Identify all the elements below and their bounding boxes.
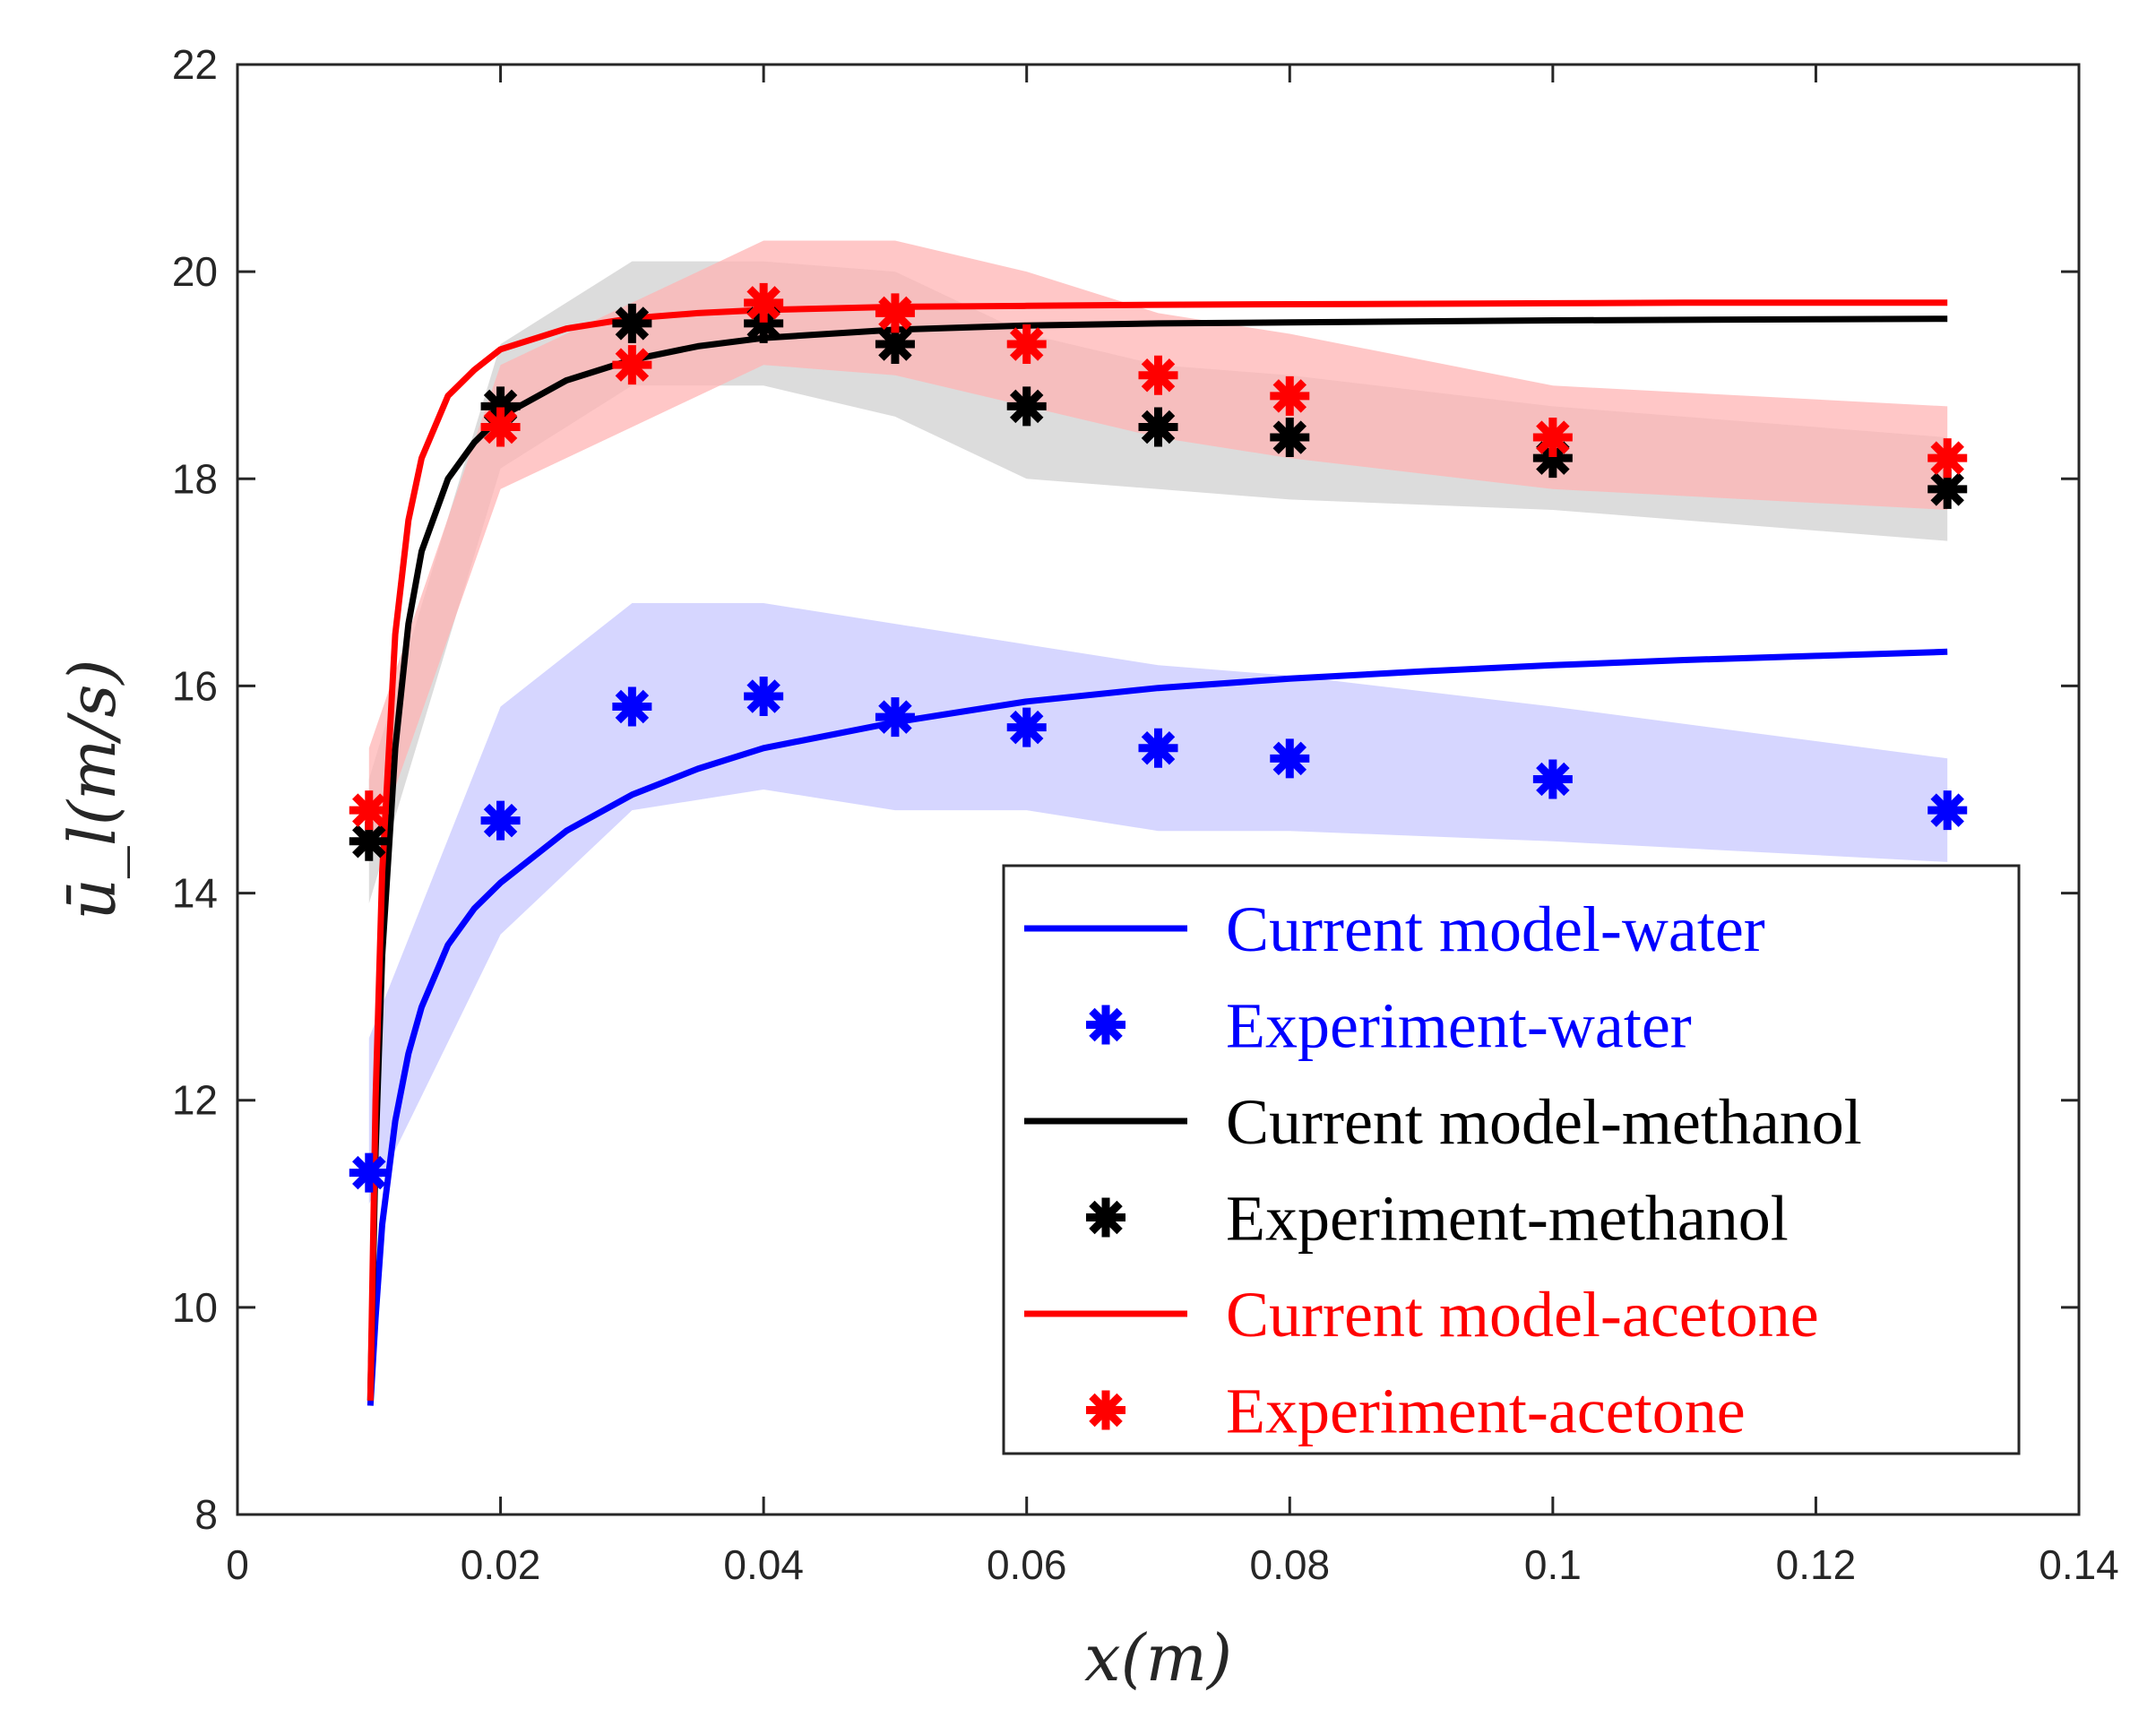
y-tick-label: 14 — [172, 870, 218, 917]
y-tick-label: 20 — [172, 248, 218, 295]
marker-experiment-water — [1270, 738, 1310, 779]
legend-label: Current model-water — [1226, 893, 1765, 965]
legend-label: Experiment-water — [1226, 990, 1692, 1062]
band-water — [368, 603, 1948, 1204]
legend-swatch-marker — [1086, 1390, 1125, 1430]
marker-experiment-acetone — [349, 790, 389, 831]
experiment-markers — [349, 282, 1968, 1193]
x-tick-label: 0.08 — [1250, 1541, 1331, 1588]
plot-frame — [236, 63, 2081, 1516]
y-axis-label: ū_l(m/s) — [55, 659, 130, 919]
legend-entry-current-model-acetone: Current model-acetone — [1024, 1279, 1819, 1351]
marker-experiment-water — [1532, 759, 1573, 799]
marker-experiment-water — [612, 686, 652, 727]
line-current-model-methanol — [367, 315, 1948, 1401]
x-tick-label: 0.12 — [1776, 1541, 1857, 1588]
x-tick-label: 0.1 — [1524, 1541, 1582, 1588]
marker-experiment-water — [744, 676, 784, 716]
y-tick-label: 16 — [172, 662, 218, 709]
legend-swatch-marker — [1086, 1005, 1125, 1045]
marker-experiment-methanol — [1006, 386, 1047, 427]
marker-experiment-methanol — [1270, 418, 1310, 458]
x-axis-label: x(m) — [1084, 1620, 1232, 1696]
x-tick-labels: 0 0.02 0.04 0.06 0.08 0.1 0.12 0.14 — [226, 1541, 2119, 1588]
marker-experiment-acetone — [1138, 355, 1178, 395]
marker-experiment-acetone — [1927, 438, 1968, 479]
legend-entry-experiment-acetone: Experiment-acetone — [1086, 1376, 1746, 1447]
y-tick-label: 12 — [172, 1077, 218, 1124]
y-tick-label: 8 — [194, 1491, 218, 1538]
legend-entry-experiment-methanol: Experiment-methanol — [1086, 1183, 1789, 1255]
y-tick-label: 18 — [172, 455, 218, 502]
x-tick-label: 0.14 — [2039, 1541, 2119, 1588]
marker-experiment-water — [480, 800, 521, 841]
model-lines — [367, 299, 1948, 1406]
legend-label: Experiment-methanol — [1226, 1183, 1789, 1255]
x-tick-label: 0.02 — [461, 1541, 541, 1588]
marker-experiment-acetone — [1270, 375, 1310, 416]
axis-ticks — [236, 63, 2081, 1516]
marker-experiment-water — [1138, 728, 1178, 768]
marker-experiment-water — [349, 1152, 389, 1193]
legend-entry-current-model-methanol: Current model-methanol — [1024, 1086, 1862, 1158]
line-current-model-water — [367, 648, 1948, 1406]
marker-experiment-acetone — [612, 345, 652, 385]
marker-experiment-water — [1927, 790, 1968, 831]
legend-entry-current-model-water: Current model-water — [1024, 893, 1765, 965]
x-tick-label: 0 — [226, 1541, 249, 1588]
y-tick-label: 22 — [172, 41, 218, 88]
y-tick-label: 10 — [172, 1284, 218, 1331]
marker-experiment-methanol — [1138, 407, 1178, 447]
x-tick-label: 0.04 — [723, 1541, 804, 1588]
marker-experiment-acetone — [1532, 418, 1573, 458]
band-acetone — [368, 240, 1948, 862]
marker-experiment-methanol — [875, 324, 915, 365]
legend-entry-experiment-water: Experiment-water — [1086, 990, 1692, 1062]
x-tick-label: 0.06 — [987, 1541, 1067, 1588]
marker-experiment-acetone — [1006, 324, 1047, 365]
legend-label: Current model-acetone — [1226, 1279, 1819, 1351]
marker-experiment-water — [875, 697, 915, 738]
legend: Current model-water Experiment-water Curre… — [1002, 864, 2021, 1455]
marker-experiment-acetone — [744, 282, 784, 323]
marker-experiment-acetone — [480, 407, 521, 447]
legend-box — [1002, 864, 2021, 1455]
line-current-model-acetone — [367, 299, 1948, 1401]
marker-experiment-water — [1006, 707, 1047, 747]
legend-label: Current model-methanol — [1226, 1086, 1862, 1158]
y-tick-labels: 8 10 12 14 16 18 20 22 — [172, 41, 218, 1538]
legend-swatch-marker — [1086, 1197, 1125, 1238]
marker-experiment-methanol — [612, 303, 652, 343]
marker-experiment-acetone — [875, 293, 915, 333]
legend-label: Experiment-acetone — [1226, 1376, 1746, 1447]
